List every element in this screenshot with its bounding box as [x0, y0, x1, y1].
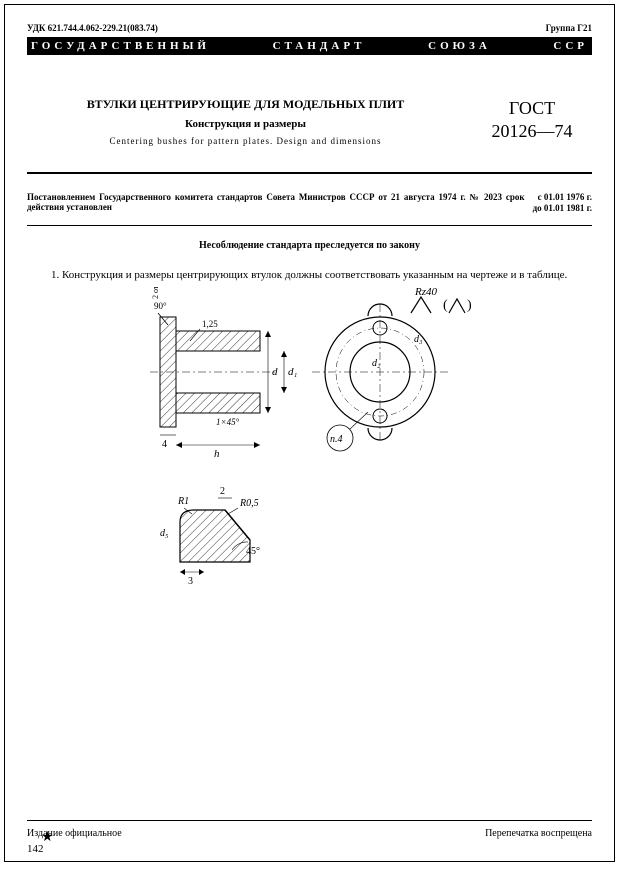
- top-line: УДК 621.744.4.062-229.21(083.74) Группа …: [27, 23, 592, 33]
- title-block: ВТУЛКИ ЦЕНТРИРУЮЩИЕ ДЛЯ МОДЕЛЬНЫХ ПЛИТ К…: [27, 97, 592, 174]
- front-view: d₂ d₃ п.4: [312, 304, 448, 451]
- page: УДК 621.744.4.062-229.21(083.74) Группа …: [4, 4, 615, 862]
- svg-text:1×45°: 1×45°: [216, 417, 240, 427]
- svg-text:2 отв.0,5: 2 отв.0,5: [151, 287, 160, 299]
- gost-number-block: ГОСТ 20126—74: [472, 97, 592, 146]
- svg-text:): ): [467, 298, 472, 313]
- svg-text:d₁: d₁: [288, 366, 298, 378]
- banner-title: ГОСУДАРСТВЕННЫЙ СТАНДАРТ СОЮЗА ССР: [27, 37, 592, 55]
- technical-drawing: Rz40 ( ) 1×45° 90° 2 отв.0,5: [120, 287, 500, 597]
- section-view: 1×45° 90° 2 отв.0,5 1,25 d d₁ h: [150, 287, 298, 460]
- svg-text:90°: 90°: [154, 301, 167, 311]
- svg-text:Rz40: Rz40: [414, 287, 438, 298]
- svg-text:2: 2: [220, 486, 225, 497]
- roughness-symbol: Rz40 ( ): [411, 287, 472, 313]
- footer: Издание официальное Перепечатка воспреще…: [27, 828, 592, 839]
- law-notice: Несоблюдение стандарта преследуется по з…: [27, 240, 592, 251]
- gost-number: 20126—74: [472, 120, 592, 143]
- svg-text:4: 4: [162, 439, 167, 450]
- svg-text:d₂: d₂: [372, 358, 381, 369]
- title-ru-2: Конструкция и размеры: [27, 118, 464, 130]
- svg-text:R1: R1: [177, 496, 189, 507]
- page-number: 142: [27, 843, 44, 855]
- udk-code: УДК 621.744.4.062-229.21(083.74): [27, 23, 158, 33]
- paragraph-1: 1. Конструкция и размеры центрирующих вт…: [27, 269, 592, 281]
- group-code: Группа Г21: [546, 23, 592, 33]
- svg-text:d: d: [272, 366, 278, 378]
- footer-rule: [27, 820, 592, 821]
- date-from: с 01.01 1976 г.: [538, 192, 592, 202]
- svg-text:(: (: [443, 298, 448, 313]
- detail-view: R1 R0,5 45° d₅ 3 2: [160, 486, 260, 587]
- gost-label: ГОСТ: [472, 97, 592, 120]
- footer-right: Перепечатка воспрещена: [485, 828, 592, 839]
- svg-text:п.4: п.4: [330, 434, 343, 445]
- title-en: Centering bushes for pattern plates. Des…: [27, 136, 464, 146]
- date-to: до 01.01 1981 г.: [533, 203, 592, 213]
- svg-text:R0,5: R0,5: [239, 498, 259, 509]
- svg-text:45°: 45°: [246, 546, 260, 557]
- svg-text:d₃: d₃: [414, 334, 423, 345]
- svg-text:d₅: d₅: [160, 528, 169, 539]
- svg-text:3: 3: [188, 576, 193, 587]
- decree-dates: с 01.01 1976 г. до 01.01 1981 г.: [533, 192, 592, 215]
- decree-text: Постановлением Государственного комитета…: [27, 192, 525, 212]
- title-ru-1: ВТУЛКИ ЦЕНТРИРУЮЩИЕ ДЛЯ МОДЕЛЬНЫХ ПЛИТ: [27, 97, 464, 112]
- svg-text:1,25: 1,25: [202, 319, 218, 329]
- decree-block: с 01.01 1976 г. до 01.01 1981 г. Постано…: [27, 174, 592, 226]
- svg-text:h: h: [214, 448, 220, 460]
- title-left: ВТУЛКИ ЦЕНТРИРУЮЩИЕ ДЛЯ МОДЕЛЬНЫХ ПЛИТ К…: [27, 97, 472, 146]
